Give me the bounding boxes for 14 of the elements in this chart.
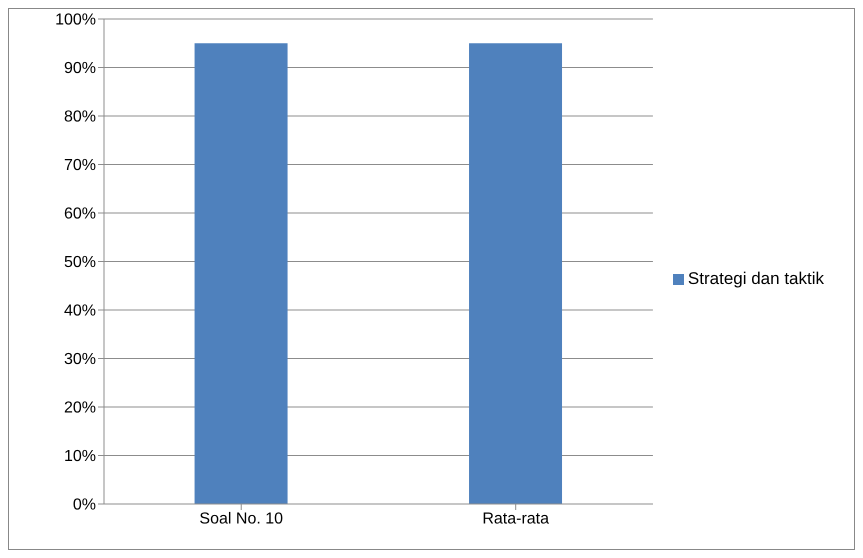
y-tick-label: 20% — [64, 400, 96, 417]
x-tick-label: Rata-rata — [482, 510, 550, 528]
y-tick-label: 70% — [64, 157, 96, 174]
y-tick-label: 60% — [64, 206, 96, 223]
x-tick-label: Soal No. 10 — [199, 510, 284, 528]
y-tick-label: 40% — [64, 302, 96, 320]
y-tick-label: 0% — [72, 496, 96, 514]
y-tick-label: 100% — [55, 12, 96, 29]
y-tick-label: 10% — [64, 448, 96, 466]
legend-label: Strategi dan taktik — [688, 269, 824, 288]
y-tick-label: 80% — [64, 108, 96, 126]
y-tick-label: 30% — [64, 351, 96, 368]
y-tick-label: 50% — [64, 254, 96, 272]
y-tick-label: 90% — [64, 60, 96, 78]
